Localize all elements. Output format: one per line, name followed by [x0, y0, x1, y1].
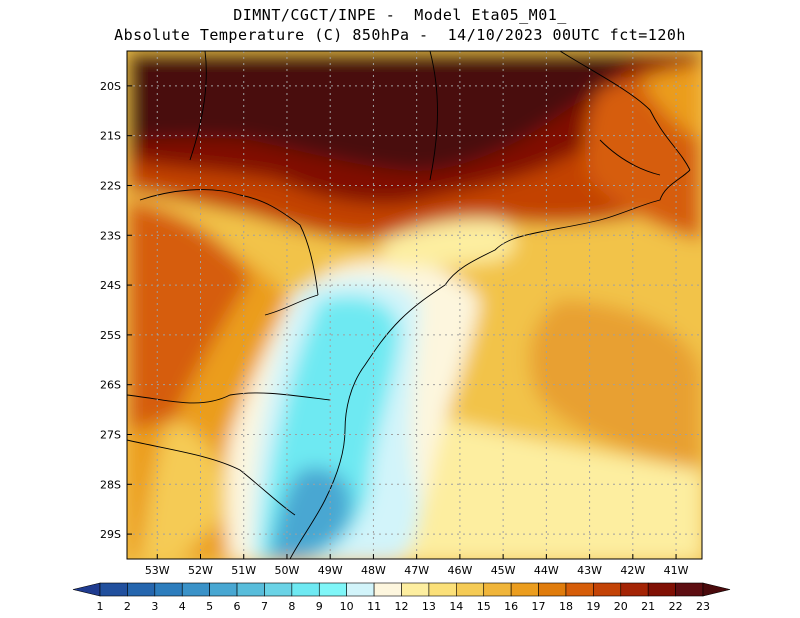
field-north-maroon — [127, 51, 640, 171]
colorbar-label: 4 — [179, 600, 186, 613]
lon-label: 45W — [491, 564, 516, 577]
state-border-3 — [127, 392, 331, 404]
colorbar: 1 2 3 4 5 6 7 8 9 10 11 12 13 14 15 16 17 18 19 20 21 22 23 — [72, 582, 731, 613]
map-frame — [126, 50, 703, 560]
colorbar-swatch — [510, 582, 539, 597]
colorbar-swatch — [291, 582, 320, 597]
lon-label: 41W — [664, 564, 689, 577]
state-border-7 — [599, 139, 661, 176]
lon-label: 47W — [404, 564, 429, 577]
lon-label: 43W — [577, 564, 602, 577]
colorbar-label: 10 — [340, 600, 354, 613]
colorbar-label: 2 — [124, 600, 131, 613]
latitude-labels: 20S 21S 22S 23S 24S 25S 26S 27S 28S 29S — [100, 80, 132, 541]
lat-label: 21S — [100, 130, 121, 143]
colorbar-label: 3 — [151, 600, 158, 613]
colorbar-swatch — [127, 582, 156, 597]
colorbar-label: 13 — [422, 600, 436, 613]
lon-label: 42W — [620, 564, 645, 577]
colorbar-label: 20 — [614, 600, 628, 613]
lon-label: 51W — [231, 564, 256, 577]
lon-label: 49W — [318, 564, 343, 577]
colorbar-swatch — [565, 582, 594, 597]
lon-label: 52W — [188, 564, 213, 577]
colorbar-swatch — [620, 582, 649, 597]
colorbar-label: 15 — [477, 600, 491, 613]
lat-label: 24S — [100, 279, 121, 292]
field-coast-yellow — [380, 218, 515, 268]
state-border-2 — [264, 294, 319, 316]
colorbar-label: 18 — [559, 600, 573, 613]
colorbar-label: 6 — [234, 600, 241, 613]
colorbar-label: 16 — [504, 600, 518, 613]
coastline-ne — [559, 51, 691, 171]
lon-label: 50W — [275, 564, 300, 577]
colorbar-swatch — [483, 582, 512, 597]
colorbar-swatch — [209, 582, 238, 597]
colorbar-label: 5 — [206, 600, 213, 613]
colorbar-arrow-left — [72, 582, 101, 597]
colorbar-swatch — [318, 582, 347, 597]
lat-label: 20S — [100, 80, 121, 93]
colorbar-swatch — [593, 582, 622, 597]
lat-label: 28S — [100, 478, 121, 491]
colorbar-label: 14 — [449, 600, 463, 613]
lon-label: 44W — [534, 564, 559, 577]
lon-label: 53W — [145, 564, 170, 577]
colorbar-swatch — [236, 582, 265, 597]
colorbar-label: 9 — [316, 600, 323, 613]
colorbar-swatch — [264, 582, 293, 597]
colorbar-swatch — [675, 582, 704, 597]
colorbar-label: 21 — [641, 600, 655, 613]
lat-label: 29S — [100, 528, 121, 541]
colorbar-swatch — [99, 582, 128, 597]
coastline-borders — [127, 51, 691, 559]
lat-lon-grid — [127, 51, 702, 559]
colorbar-swatch — [647, 582, 676, 597]
field-west-yellow — [140, 420, 223, 559]
colorbar-label: 11 — [367, 600, 381, 613]
map-title-line-2: Absolute Temperature (C) 850hPa - 14/10/… — [114, 26, 686, 44]
field-ne-light — [640, 65, 702, 140]
lat-label: 27S — [100, 428, 121, 441]
colorbar-label: 17 — [532, 600, 546, 613]
colorbar-swatch — [154, 582, 183, 597]
colorbar-label: 19 — [586, 600, 600, 613]
state-border-1 — [139, 189, 319, 296]
longitude-labels: 53W 52W 51W 50W 49W 48W 47W 46W 45W 44W 43W 42W 41W — [145, 554, 689, 577]
lat-label: 23S — [100, 229, 121, 242]
lon-label: 46W — [447, 564, 472, 577]
colorbar-swatch — [428, 582, 457, 597]
colorbar-label: 7 — [261, 600, 268, 613]
field-east-warm — [529, 300, 702, 470]
colorbar-swatch — [538, 582, 567, 597]
colorbar-swatch — [373, 582, 402, 597]
colorbar-swatch — [401, 582, 430, 597]
lat-label: 22S — [100, 179, 121, 192]
temperature-field — [127, 51, 702, 559]
lon-label: 48W — [361, 564, 386, 577]
colorbar-arrow-right — [702, 582, 731, 597]
colorbar-label: 23 — [696, 600, 710, 613]
state-border-6 — [429, 51, 438, 181]
lat-label: 26S — [100, 379, 121, 392]
coastline-main — [289, 169, 691, 559]
field-west-dark — [127, 200, 250, 430]
colorbar-label: 12 — [395, 600, 409, 613]
lat-label: 25S — [100, 329, 121, 342]
field-south-light — [380, 400, 702, 559]
colorbar-label: 1 — [97, 600, 104, 613]
colorbar-swatch — [181, 582, 210, 597]
colorbar-swatch — [346, 582, 375, 597]
field-blue — [270, 467, 352, 559]
colorbar-label: 22 — [669, 600, 683, 613]
colorbar-swatch — [456, 582, 485, 597]
state-border-5 — [189, 51, 207, 161]
map-title-line-1: DIMNT/CGCT/INPE - Model Eta05_M01_ — [233, 6, 567, 24]
colorbar-label: 8 — [288, 600, 295, 613]
state-border-4 — [127, 439, 296, 516]
